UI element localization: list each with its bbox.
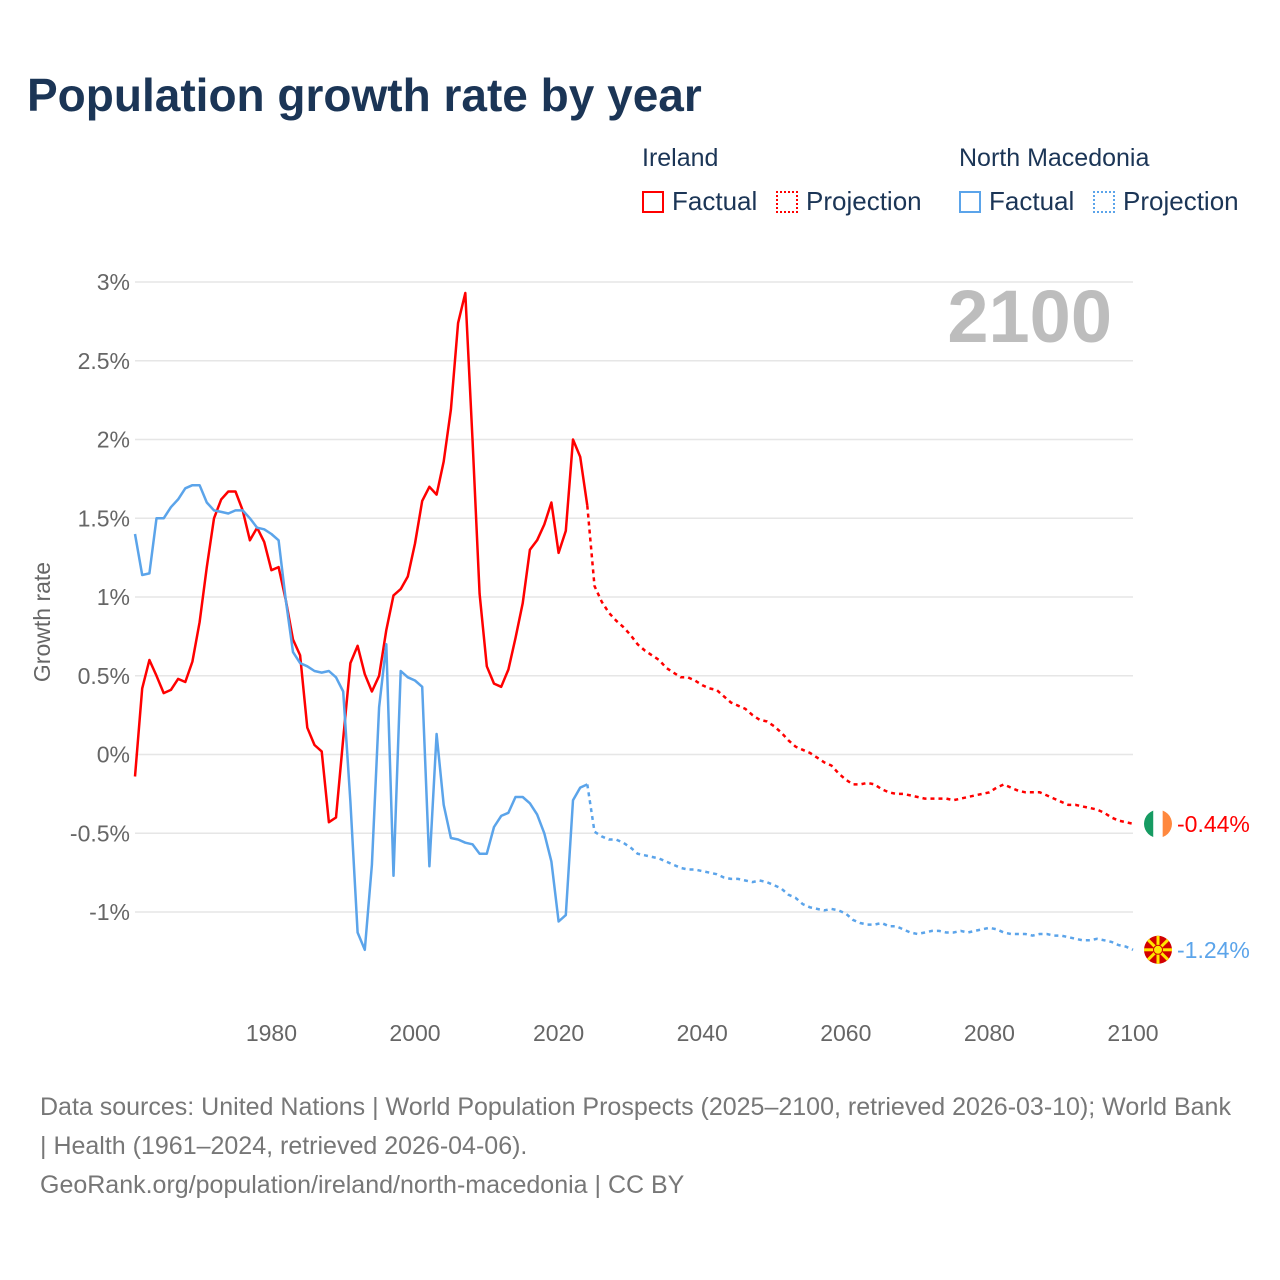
flag-icon-north-macedonia bbox=[1144, 935, 1172, 964]
flag-icon-ireland bbox=[1144, 809, 1172, 838]
line-ireland-factual bbox=[133, 291, 589, 824]
legend-group-north-macedonia: North Macedonia bbox=[959, 144, 1150, 172]
y-tick-label: 1% bbox=[97, 584, 130, 610]
line-north-macedonia-factual bbox=[133, 483, 588, 952]
flag-sun bbox=[1153, 944, 1163, 955]
legend-label: Projection bbox=[1123, 186, 1239, 216]
x-tick-label: 2040 bbox=[677, 1020, 728, 1046]
x-tick-label: 2100 bbox=[1107, 1020, 1158, 1046]
x-tick-label: 2000 bbox=[389, 1020, 440, 1046]
legend-ireland-factual[interactable]: Factual bbox=[642, 186, 757, 217]
flag-stripe bbox=[1162, 809, 1172, 838]
y-tick-label: 2.5% bbox=[78, 348, 130, 374]
y-tick-label: -1% bbox=[89, 899, 130, 925]
legend-macedonia-factual[interactable]: Factual bbox=[959, 186, 1074, 217]
x-tick-label: 1980 bbox=[246, 1020, 297, 1046]
line-ireland-projection bbox=[586, 505, 1134, 826]
footer: Data sources: United Nations | World Pop… bbox=[40, 1088, 1240, 1205]
legend-ireland-projection[interactable]: Projection bbox=[776, 186, 922, 217]
y-axis-label: Growth rate bbox=[29, 562, 55, 682]
data-sources: Data sources: United Nations | World Pop… bbox=[40, 1093, 1231, 1160]
y-tick-label: 1.5% bbox=[78, 505, 130, 531]
legend-label: Projection bbox=[806, 186, 922, 216]
legend-swatch-dotted bbox=[1093, 190, 1115, 213]
y-tick-label: 3% bbox=[97, 269, 130, 295]
flag-stripe bbox=[1153, 809, 1163, 838]
legend-swatch-solid bbox=[642, 190, 664, 213]
end-label-ireland: -0.44% bbox=[1177, 811, 1250, 837]
x-tick-label: 2080 bbox=[964, 1020, 1015, 1046]
legend-group-ireland: Ireland bbox=[642, 144, 719, 172]
flag-stripe bbox=[1144, 809, 1154, 838]
source-link[interactable]: GeoRank.org/population/ireland/north-mac… bbox=[40, 1171, 685, 1199]
legend-label: Factual bbox=[989, 186, 1075, 216]
chart-title: Population growth rate by year bbox=[27, 69, 702, 121]
y-tick-label: -0.5% bbox=[70, 820, 130, 846]
line-north-macedonia-projection bbox=[586, 784, 1134, 951]
x-tick-label: 2060 bbox=[820, 1020, 871, 1046]
legend-label: Factual bbox=[672, 186, 758, 216]
year-indicator: 2100 bbox=[947, 275, 1112, 358]
legend-swatch-dotted bbox=[776, 190, 798, 213]
legend-swatch-solid bbox=[959, 190, 981, 213]
y-tick-label: 0.5% bbox=[78, 663, 130, 689]
end-label-north-macedonia: -1.24% bbox=[1177, 937, 1250, 963]
y-tick-label: 0% bbox=[97, 742, 130, 768]
y-tick-label: 2% bbox=[97, 427, 130, 453]
legend-macedonia-projection[interactable]: Projection bbox=[1093, 186, 1239, 217]
x-tick-label: 2020 bbox=[533, 1020, 584, 1046]
